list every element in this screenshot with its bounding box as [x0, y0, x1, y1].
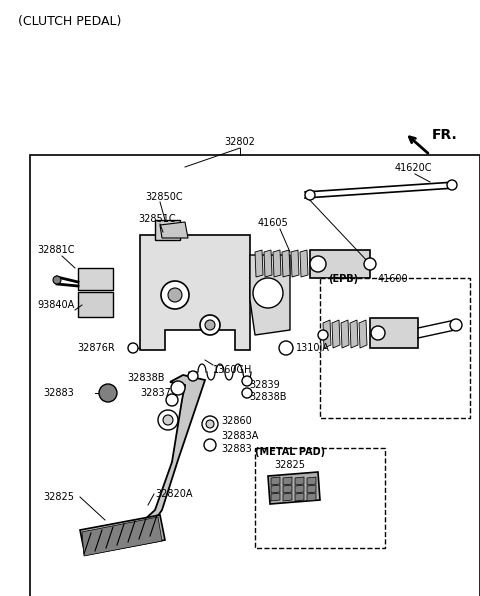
- Circle shape: [253, 278, 283, 308]
- Text: 32839: 32839: [249, 380, 280, 390]
- Bar: [370, 318, 418, 348]
- Bar: [78, 292, 113, 317]
- Polygon shape: [307, 485, 316, 493]
- Text: (EPB): (EPB): [328, 274, 358, 284]
- Text: 41605: 41605: [258, 218, 289, 228]
- Bar: [78, 268, 113, 290]
- Text: 32825: 32825: [275, 460, 305, 470]
- Text: (CLUTCH PEDAL): (CLUTCH PEDAL): [18, 15, 121, 29]
- Polygon shape: [271, 485, 280, 493]
- Circle shape: [242, 388, 252, 398]
- Text: 32820A: 32820A: [155, 489, 192, 499]
- Circle shape: [205, 320, 215, 330]
- Text: 1360GH: 1360GH: [213, 365, 252, 375]
- Polygon shape: [264, 250, 272, 277]
- Polygon shape: [300, 250, 308, 277]
- Text: 32883: 32883: [221, 444, 252, 454]
- Polygon shape: [271, 477, 280, 485]
- Text: 1310JA: 1310JA: [296, 343, 330, 353]
- Circle shape: [279, 341, 293, 355]
- Text: 32851C: 32851C: [138, 214, 176, 224]
- Text: FR.: FR.: [432, 128, 458, 142]
- Circle shape: [188, 371, 198, 381]
- Polygon shape: [250, 255, 290, 335]
- Text: 32850C: 32850C: [145, 192, 182, 202]
- Circle shape: [204, 439, 216, 451]
- Circle shape: [450, 319, 462, 331]
- Text: 32838B: 32838B: [127, 373, 165, 383]
- Polygon shape: [283, 493, 292, 501]
- Circle shape: [53, 276, 61, 284]
- Circle shape: [99, 384, 117, 402]
- Circle shape: [166, 394, 178, 406]
- Text: (METAL PAD): (METAL PAD): [255, 447, 325, 457]
- Polygon shape: [341, 320, 349, 348]
- Circle shape: [161, 281, 189, 309]
- Text: 32838B: 32838B: [249, 392, 287, 402]
- Text: 32883A: 32883A: [221, 431, 258, 441]
- Circle shape: [305, 190, 315, 200]
- Polygon shape: [359, 320, 367, 348]
- Polygon shape: [283, 485, 292, 493]
- Circle shape: [242, 376, 252, 386]
- Circle shape: [168, 288, 182, 302]
- Circle shape: [171, 381, 185, 395]
- Text: 32802: 32802: [225, 137, 255, 147]
- Polygon shape: [295, 493, 304, 501]
- Polygon shape: [138, 375, 205, 535]
- Polygon shape: [155, 220, 180, 240]
- Circle shape: [202, 416, 218, 432]
- Circle shape: [128, 343, 138, 353]
- Text: 93840A: 93840A: [37, 300, 74, 310]
- Polygon shape: [160, 222, 188, 238]
- Text: 32881C: 32881C: [37, 245, 74, 255]
- Text: 41600: 41600: [378, 274, 408, 284]
- Polygon shape: [295, 485, 304, 493]
- Bar: [255, 448, 385, 548]
- Circle shape: [200, 315, 220, 335]
- Circle shape: [364, 258, 376, 270]
- Text: 32825: 32825: [43, 492, 74, 502]
- Polygon shape: [282, 250, 290, 277]
- Polygon shape: [255, 250, 263, 277]
- Polygon shape: [350, 320, 358, 348]
- Polygon shape: [291, 250, 299, 277]
- Polygon shape: [295, 477, 304, 485]
- Bar: [30, 155, 480, 596]
- Circle shape: [318, 330, 328, 340]
- Bar: [310, 250, 370, 278]
- Circle shape: [447, 180, 457, 190]
- Circle shape: [158, 410, 178, 430]
- Circle shape: [163, 415, 173, 425]
- Polygon shape: [271, 493, 280, 501]
- Polygon shape: [307, 493, 316, 501]
- Polygon shape: [268, 472, 320, 504]
- Polygon shape: [82, 517, 162, 556]
- Polygon shape: [80, 515, 165, 555]
- Circle shape: [206, 420, 214, 428]
- Polygon shape: [307, 477, 316, 485]
- Text: 41620C: 41620C: [395, 163, 432, 173]
- Polygon shape: [283, 477, 292, 485]
- Text: 32837: 32837: [140, 388, 171, 398]
- Text: 32876R: 32876R: [77, 343, 115, 353]
- Polygon shape: [140, 235, 250, 350]
- Circle shape: [310, 256, 326, 272]
- Text: 32883: 32883: [43, 388, 74, 398]
- Polygon shape: [273, 250, 281, 277]
- Text: 32860: 32860: [221, 416, 252, 426]
- Bar: [320, 278, 470, 418]
- Polygon shape: [332, 320, 340, 348]
- Circle shape: [371, 326, 385, 340]
- Polygon shape: [323, 320, 331, 348]
